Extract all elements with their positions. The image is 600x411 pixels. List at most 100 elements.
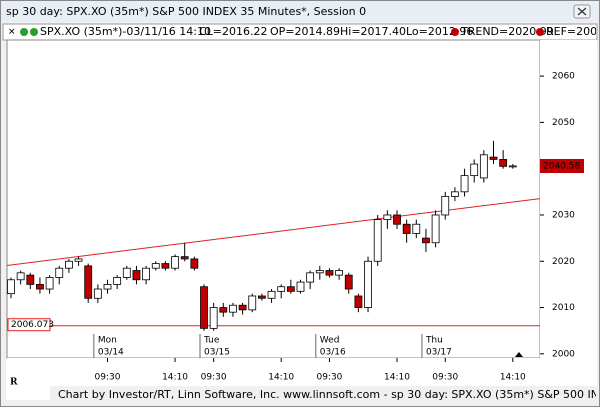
time-label: 09:30 — [95, 373, 121, 383]
y-axis-area — [540, 40, 597, 358]
candle-body — [402, 223, 411, 234]
candle-body — [45, 277, 54, 290]
ref-label: 2006.073 — [11, 320, 54, 330]
day-label: Wed — [320, 336, 340, 346]
candle-body — [422, 237, 430, 244]
candle-body — [354, 295, 363, 308]
candle-body — [286, 286, 295, 292]
info-open: OP=2014.89 — [270, 25, 340, 38]
time-label: 14:10 — [162, 373, 188, 383]
candle-body — [55, 267, 64, 278]
time-label: 14:10 — [384, 373, 410, 383]
candle-body — [364, 260, 372, 308]
candle-body — [93, 288, 102, 299]
y-tick-label: 2030 — [552, 210, 575, 220]
info-symbol: SPX.XO (35m*)-03/11/16 14:10 — [40, 25, 211, 38]
candle-body — [315, 270, 324, 274]
date-label: 03/17 — [426, 348, 452, 358]
candle-body — [171, 256, 179, 269]
candle-body — [122, 267, 131, 278]
time-label: 14:10 — [268, 373, 294, 383]
time-label: 14:10 — [500, 373, 526, 383]
last-price-label: 2040.58 — [543, 161, 580, 171]
info-row: ✕ SPX.XO (35m*)-03/11/16 14:10 CL=2016.2… — [8, 25, 600, 38]
info-dot — [536, 28, 544, 36]
candle-body — [113, 277, 122, 285]
candle-body — [229, 304, 237, 313]
day-label: Tue — [203, 336, 220, 346]
candle-body — [65, 260, 73, 269]
info-trend: TREND=2020.99 — [460, 25, 554, 38]
title-bar — [1, 1, 599, 22]
date-label: 03/15 — [204, 348, 230, 358]
candle-body — [470, 163, 479, 177]
candle-body — [441, 196, 450, 216]
date-label: 03/16 — [320, 348, 346, 358]
candle-body — [460, 175, 469, 193]
time-label: 09:30 — [432, 373, 458, 383]
candle-body — [84, 265, 93, 299]
plot-area — [6, 39, 541, 359]
candle-body — [16, 272, 25, 281]
candle-body — [499, 159, 508, 167]
candle-body — [26, 274, 35, 285]
date-label: 03/14 — [98, 348, 124, 358]
candle-body — [508, 165, 517, 168]
marker — [515, 352, 523, 357]
candle-body — [306, 272, 315, 283]
candle-body — [383, 214, 392, 220]
window-title: sp 30 day: SPX.XO (35m*) S&P 500 INDEX 3… — [6, 5, 366, 18]
y-tick-label: 2020 — [552, 257, 575, 267]
candle-body — [7, 279, 15, 295]
candle-body — [180, 256, 189, 260]
candle-body — [190, 258, 199, 269]
time-label: 09:30 — [316, 373, 342, 383]
logo: R — [6, 360, 50, 400]
candle-body — [489, 156, 498, 160]
last-price-box — [540, 158, 584, 173]
trend-line — [6, 198, 541, 266]
candle-body — [296, 281, 305, 292]
info-high: Hi=2017.40 — [340, 25, 406, 38]
candle-body — [450, 191, 459, 197]
y-tick-label: 2000 — [552, 349, 575, 359]
candle-body — [393, 214, 401, 225]
candle-body — [151, 263, 160, 269]
info-dot — [30, 28, 38, 36]
candle-body — [219, 307, 228, 313]
svg-text:R: R — [10, 378, 18, 388]
candle-body — [200, 286, 208, 329]
candle-body — [103, 284, 112, 290]
time-label: 09:30 — [201, 373, 227, 383]
candle-body — [277, 286, 286, 292]
y-tick-label: 2060 — [552, 72, 575, 82]
info-x[interactable]: ✕ — [8, 28, 16, 38]
info-close: CL=2016.22 — [199, 25, 268, 38]
candle-body — [161, 263, 170, 269]
x-axis-area — [7, 358, 597, 386]
candle-body — [248, 295, 257, 311]
candle-body — [257, 295, 266, 299]
candle-body — [267, 290, 276, 299]
candle-body — [479, 154, 488, 179]
day-label: Mon — [98, 336, 117, 346]
info-dot — [20, 28, 28, 36]
candle-body — [142, 267, 151, 281]
footer: Chart by Investor/RT, Linn Software, Inc… — [58, 388, 600, 401]
candle-body — [209, 307, 218, 329]
day-label: Thu — [425, 336, 443, 346]
info-dot — [451, 28, 459, 36]
info-ref: REF=2006.073 — [546, 25, 600, 38]
y-tick-label: 2010 — [552, 303, 575, 313]
candle-body — [412, 223, 421, 234]
candle-body — [238, 304, 247, 311]
candle-body — [36, 284, 44, 290]
candle-body — [335, 270, 344, 276]
candle-body — [373, 219, 382, 262]
candle-body — [132, 270, 141, 281]
candle-body — [431, 214, 440, 244]
candle-body — [344, 274, 353, 290]
close-icon — [577, 7, 587, 16]
candle-body — [74, 258, 83, 262]
